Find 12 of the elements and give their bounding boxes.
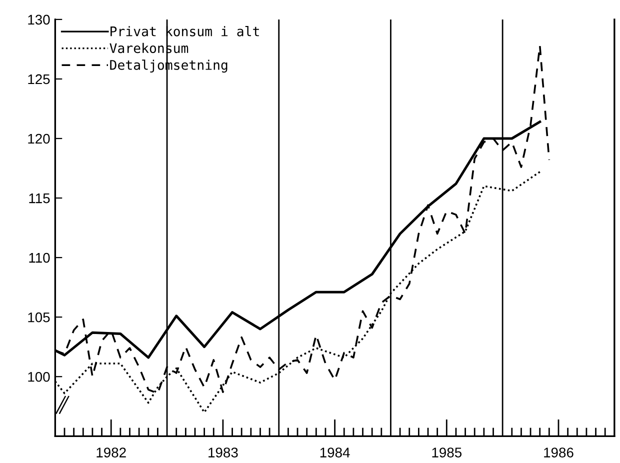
x-tick-label: 1984 [320,448,350,458]
x-tick-label: 1982 [96,448,126,458]
y-tick-label: 110 [29,252,50,263]
y-tick-label: 100 [28,372,50,382]
y-tick-label: 125 [28,74,50,84]
x-tick-label: 1983 [208,448,238,458]
y-tick-label: 105 [28,312,50,322]
x-tick-label: 1986 [544,448,574,458]
y-tick-label: 130 [28,14,50,25]
x-tick-label: 1985 [432,448,462,458]
y-tick-label: 120 [28,134,50,144]
y-tick-label: 115 [29,194,50,204]
